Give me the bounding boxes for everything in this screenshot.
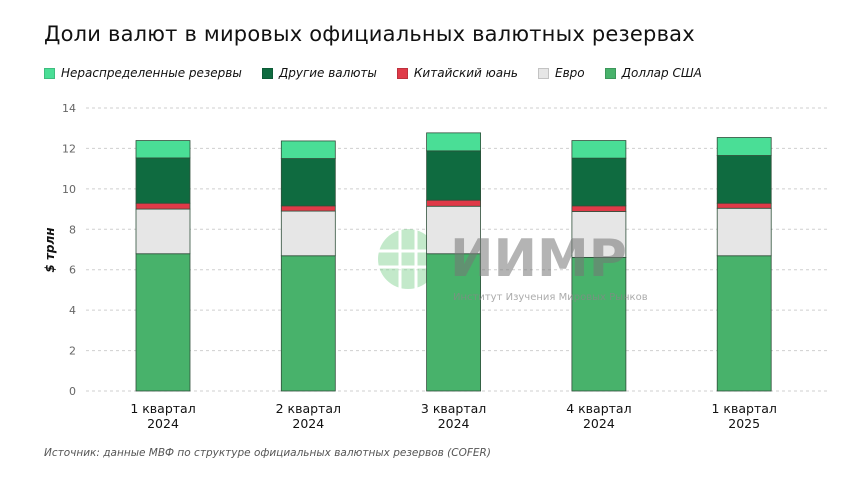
x-tick-label: 2024 — [583, 416, 615, 431]
legend-swatch — [604, 67, 616, 79]
x-tick-label: 2 квартал — [276, 401, 341, 416]
bar-segment — [135, 157, 191, 204]
legend-swatch — [44, 67, 55, 79]
bar-segment — [716, 155, 772, 204]
legend-label: Нераспределенные резервы — [61, 66, 242, 80]
bar-segment — [280, 205, 336, 212]
bar-segment — [280, 255, 336, 392]
y-tick-label: 2 — [69, 345, 76, 358]
watermark-text: ИИМР — [450, 229, 627, 289]
legend-swatch — [396, 67, 408, 79]
bar-segment — [426, 199, 482, 207]
bar-segment — [571, 157, 627, 207]
bar-segment — [135, 202, 191, 210]
bar-segment — [571, 140, 627, 159]
x-tick-label: 2024 — [438, 416, 470, 431]
bar-segment — [280, 158, 336, 207]
legend-swatch — [538, 67, 549, 79]
bar-segment — [716, 255, 772, 392]
y-tick-label: 10 — [62, 183, 76, 196]
x-tick-label: 2024 — [292, 416, 324, 431]
bar-segment — [280, 210, 336, 257]
bar-segment — [426, 132, 482, 152]
y-tick-label: 12 — [62, 142, 76, 155]
watermark-globe-icon — [378, 229, 438, 289]
bar-segment — [571, 211, 627, 258]
y-tick-label: 8 — [69, 223, 76, 236]
y-axis-label: $ трлн — [43, 227, 57, 272]
globe-circle — [378, 229, 438, 289]
y-tick-label: 4 — [69, 304, 76, 317]
bar-segment — [135, 140, 191, 159]
legend-label: Китайский юань — [413, 66, 518, 80]
bar-segment — [571, 205, 627, 212]
x-tick-label: 2025 — [728, 416, 760, 431]
bar-segment — [571, 256, 627, 392]
x-tick-label: 3 квартал — [421, 401, 486, 416]
legend-item: Доллар США — [604, 66, 702, 80]
legend-label: Другие валюты — [278, 66, 377, 80]
y-tick-label: 0 — [69, 385, 76, 398]
bar-segment — [716, 137, 772, 156]
bar-segment — [426, 253, 482, 392]
y-tick-label: 6 — [69, 264, 76, 277]
bar-segment — [426, 150, 482, 201]
legend-item: Нераспределенные резервы — [44, 66, 242, 80]
legend-item: Другие валюты — [261, 66, 377, 80]
legend-swatch — [261, 67, 273, 79]
legend-label: Доллар США — [621, 66, 702, 80]
chart-title: Доли валют в мировых официальных валютны… — [44, 22, 695, 46]
legend-label: Евро — [555, 66, 585, 80]
legend-item: Евро — [538, 66, 585, 80]
bar-segment — [135, 208, 191, 255]
legend-item: Китайский юань — [396, 66, 518, 80]
bar-segment — [716, 207, 772, 257]
bar-segment — [716, 202, 772, 209]
y-tick-label: 14 — [62, 102, 76, 115]
watermark-subtitle: Институт Изучения Мировых Рынков — [453, 292, 648, 303]
bar-segment — [280, 140, 336, 159]
x-tick-label: 1 квартал — [130, 401, 195, 416]
x-tick-label: 1 квартал — [712, 401, 777, 416]
x-tick-label: 2024 — [147, 416, 179, 431]
source-note: Источник: данные МВФ по структуре официа… — [44, 447, 491, 459]
bar-segment — [135, 253, 191, 392]
x-tick-label: 4 квартал — [566, 401, 631, 416]
legend: Нераспределенные резервы Другие валюты Кит… — [44, 66, 702, 80]
